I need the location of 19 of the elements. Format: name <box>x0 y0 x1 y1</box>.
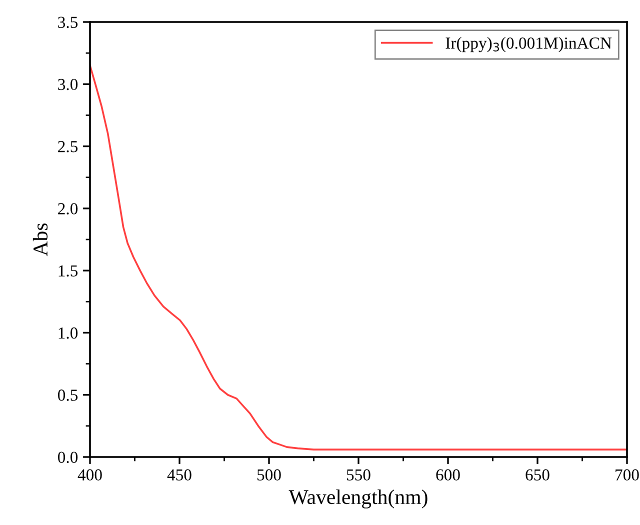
x-axis-title: Wavelength(nm) <box>288 489 428 508</box>
x-tick-label: 550 <box>346 469 370 481</box>
x-tick-label: 600 <box>436 469 460 481</box>
x-tick-label: 400 <box>78 469 102 481</box>
y-tick-label: 0.5 <box>58 390 78 401</box>
y-tick-label: 0.0 <box>58 452 78 464</box>
x-tick-label: 500 <box>257 469 281 481</box>
y-tick-label: 1.0 <box>58 327 78 339</box>
y-tick-label: 3.5 <box>58 16 78 28</box>
line-series <box>90 64 627 450</box>
x-tick-label: 650 <box>526 469 550 481</box>
y-tick-label: 1.5 <box>58 265 78 277</box>
y-tick-label: 3.0 <box>58 78 78 90</box>
y-tick-label: 2.0 <box>58 203 78 214</box>
x-tick-label: 700 <box>616 469 639 481</box>
y-tick-label: 2.5 <box>58 141 78 152</box>
y-axis-title: Abs <box>32 223 48 256</box>
x-tick-label: 450 <box>167 469 192 481</box>
legend-label: Ir(ppy)$_{3}$(0.001M)inACN <box>446 37 612 52</box>
